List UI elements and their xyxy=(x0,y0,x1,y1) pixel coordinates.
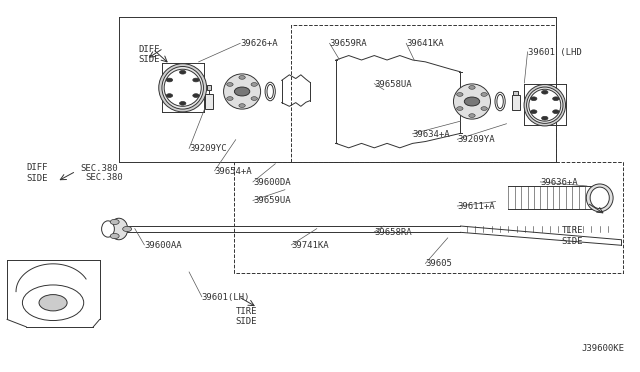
Text: 39611+A: 39611+A xyxy=(458,202,495,211)
Ellipse shape xyxy=(586,184,613,212)
Circle shape xyxy=(123,227,132,232)
Circle shape xyxy=(179,102,186,105)
Circle shape xyxy=(251,83,257,86)
Circle shape xyxy=(110,219,119,225)
Bar xyxy=(205,94,213,109)
Circle shape xyxy=(227,83,233,86)
Circle shape xyxy=(456,107,463,110)
Bar xyxy=(511,95,520,110)
Circle shape xyxy=(239,104,245,108)
Text: TIRE
SIDE: TIRE SIDE xyxy=(561,226,583,246)
Text: DIFF
SIDE: DIFF SIDE xyxy=(138,45,159,64)
Circle shape xyxy=(553,97,559,100)
Ellipse shape xyxy=(590,187,609,209)
Text: 39658UA: 39658UA xyxy=(374,80,412,89)
Text: 39634+A: 39634+A xyxy=(413,129,450,139)
Ellipse shape xyxy=(265,82,275,101)
Text: 39209YA: 39209YA xyxy=(458,135,495,144)
Ellipse shape xyxy=(495,92,505,111)
Text: 39658RA: 39658RA xyxy=(374,228,412,237)
Text: SEC.380: SEC.380 xyxy=(86,173,124,182)
Text: 39601(LH): 39601(LH) xyxy=(202,293,250,302)
Text: 39600AA: 39600AA xyxy=(145,241,182,250)
Text: 39605: 39605 xyxy=(426,259,452,268)
Circle shape xyxy=(110,234,119,239)
Circle shape xyxy=(531,110,537,113)
Bar xyxy=(513,91,518,95)
Ellipse shape xyxy=(164,69,201,106)
Ellipse shape xyxy=(529,89,561,121)
Circle shape xyxy=(239,76,245,79)
Text: 39641KA: 39641KA xyxy=(406,39,444,48)
Circle shape xyxy=(481,107,487,110)
Text: 39654+A: 39654+A xyxy=(214,167,252,176)
Circle shape xyxy=(39,295,67,311)
Circle shape xyxy=(541,90,548,94)
Ellipse shape xyxy=(102,221,115,237)
Circle shape xyxy=(234,87,250,96)
Circle shape xyxy=(22,285,84,321)
Circle shape xyxy=(166,78,173,82)
Ellipse shape xyxy=(162,67,204,109)
Ellipse shape xyxy=(110,218,128,240)
Ellipse shape xyxy=(267,84,273,99)
Text: 39601 (LHD: 39601 (LHD xyxy=(527,48,581,57)
Text: SEC.380: SEC.380 xyxy=(81,164,118,173)
Text: 39659UA: 39659UA xyxy=(253,196,291,205)
Circle shape xyxy=(541,116,548,120)
Text: 39600DA: 39600DA xyxy=(253,178,291,187)
Text: 39209YC: 39209YC xyxy=(189,144,227,153)
Text: DIFF
SIDE: DIFF SIDE xyxy=(26,163,48,183)
Text: 39659RA: 39659RA xyxy=(330,39,367,48)
Circle shape xyxy=(468,86,475,89)
Ellipse shape xyxy=(497,94,503,109)
Circle shape xyxy=(179,70,186,74)
Circle shape xyxy=(193,94,199,97)
Text: 39636+A: 39636+A xyxy=(540,178,578,187)
Circle shape xyxy=(251,97,257,100)
Circle shape xyxy=(553,110,559,113)
Ellipse shape xyxy=(159,64,207,112)
Circle shape xyxy=(481,93,487,96)
Text: 39741KA: 39741KA xyxy=(291,241,329,250)
Text: TIRE
SIDE: TIRE SIDE xyxy=(236,307,257,326)
Circle shape xyxy=(531,97,537,100)
Ellipse shape xyxy=(454,84,490,119)
Text: J39600KE: J39600KE xyxy=(582,344,625,353)
Ellipse shape xyxy=(223,74,260,109)
Circle shape xyxy=(468,114,475,118)
Ellipse shape xyxy=(524,84,566,126)
Circle shape xyxy=(193,78,199,82)
Circle shape xyxy=(166,94,173,97)
Bar xyxy=(207,85,211,90)
Circle shape xyxy=(465,97,479,106)
Text: 39626+A: 39626+A xyxy=(240,39,278,48)
Circle shape xyxy=(227,97,233,100)
Ellipse shape xyxy=(527,87,563,124)
Circle shape xyxy=(456,93,463,96)
